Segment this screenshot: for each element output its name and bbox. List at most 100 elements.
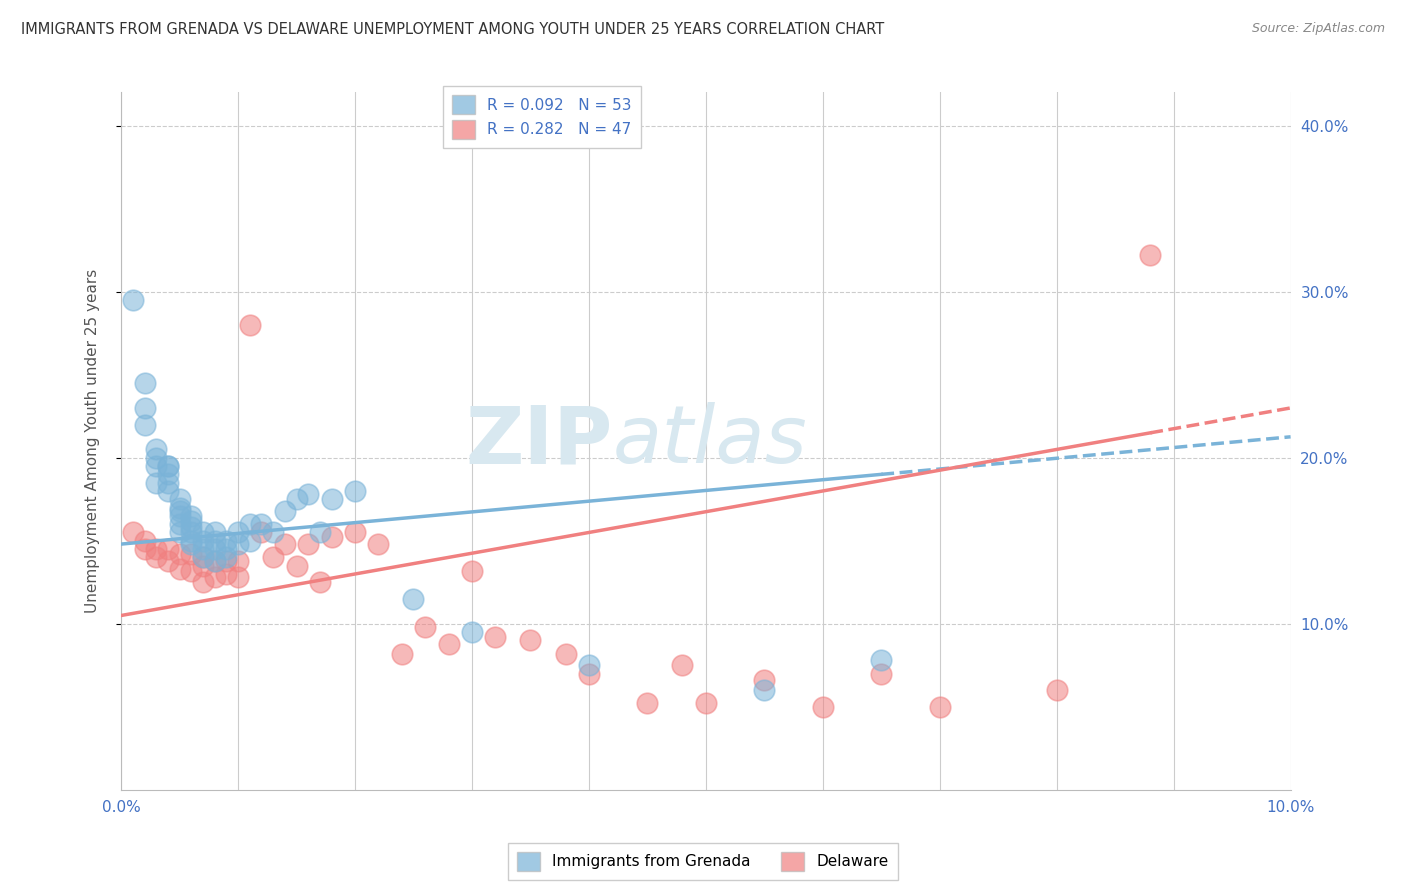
Point (204, 533, 226, 548)
Point (226, 554, 249, 568)
Legend: Immigrants from Grenada, Delaware: Immigrants from Grenada, Delaware (508, 843, 898, 880)
Point (321, 531, 343, 545)
Point (262, 550, 284, 565)
Point (134, 533, 156, 548)
Point (204, 525, 226, 540)
Point (191, 525, 214, 540)
Point (811, 699, 834, 714)
Point (191, 550, 214, 565)
Point (156, 475, 179, 490)
Point (215, 542, 238, 557)
Point (321, 492, 343, 507)
Point (578, 666, 600, 681)
Y-axis label: Unemployment Among Youth under 25 years: Unemployment Among Youth under 25 years (86, 269, 100, 614)
Point (204, 554, 226, 568)
Point (391, 647, 413, 661)
Point (156, 458, 179, 473)
Text: IMMIGRANTS FROM GRENADA VS DELAWARE UNEMPLOYMENT AMONG YOUTH UNDER 25 YEARS CORR: IMMIGRANTS FROM GRENADA VS DELAWARE UNEM… (21, 22, 884, 37)
Point (180, 520, 202, 534)
Point (204, 542, 226, 557)
Point (134, 542, 156, 557)
Point (636, 697, 658, 711)
Point (169, 517, 191, 532)
Text: ZIP: ZIP (465, 402, 612, 480)
Point (461, 625, 484, 640)
Point (180, 514, 202, 528)
Point (134, 417, 156, 432)
Point (169, 547, 191, 561)
Point (169, 492, 191, 507)
Point (169, 562, 191, 576)
Point (413, 620, 436, 634)
Point (145, 542, 167, 557)
Point (156, 554, 179, 568)
Point (156, 458, 179, 473)
Point (870, 666, 893, 681)
Point (578, 658, 600, 673)
Point (145, 550, 167, 565)
Point (344, 483, 367, 498)
Point (215, 533, 238, 548)
Point (274, 504, 297, 518)
Point (250, 517, 273, 532)
Point (156, 483, 179, 498)
Point (169, 508, 191, 523)
Point (180, 547, 202, 561)
Point (134, 376, 156, 390)
Point (121, 293, 143, 307)
Text: Source: ZipAtlas.com: Source: ZipAtlas.com (1251, 22, 1385, 36)
Point (156, 542, 179, 557)
Point (180, 537, 202, 551)
Point (191, 542, 214, 557)
Point (367, 537, 389, 551)
Point (297, 537, 319, 551)
Point (239, 318, 262, 332)
Point (226, 537, 249, 551)
Point (145, 475, 167, 490)
Point (309, 525, 332, 540)
Point (484, 630, 506, 644)
Point (239, 517, 262, 532)
Point (169, 504, 191, 518)
Point (180, 525, 202, 540)
Point (191, 533, 214, 548)
Point (145, 458, 167, 473)
Point (519, 633, 541, 648)
Point (402, 591, 425, 606)
Point (437, 637, 460, 651)
Point (156, 467, 179, 482)
Point (262, 525, 284, 540)
Point (145, 450, 167, 465)
Point (695, 697, 717, 711)
Point (239, 533, 262, 548)
Point (191, 558, 214, 573)
Point (870, 653, 893, 667)
Point (169, 500, 191, 515)
Point (285, 492, 308, 507)
Point (134, 401, 156, 415)
Text: atlas: atlas (612, 402, 807, 480)
Point (204, 570, 226, 584)
Point (180, 533, 202, 548)
Point (215, 566, 238, 581)
Point (671, 658, 693, 673)
Point (754, 673, 776, 688)
Point (145, 442, 167, 457)
Point (250, 525, 273, 540)
Point (1046, 683, 1069, 698)
Point (226, 570, 249, 584)
Point (215, 554, 238, 568)
Point (274, 537, 297, 551)
Point (169, 525, 191, 540)
Point (215, 550, 238, 565)
Point (754, 683, 776, 698)
Point (928, 699, 950, 714)
Point (226, 525, 249, 540)
Point (554, 647, 576, 661)
Point (204, 554, 226, 568)
Point (191, 575, 214, 590)
Legend: R = 0.092   N = 53, R = 0.282   N = 47: R = 0.092 N = 53, R = 0.282 N = 47 (443, 87, 641, 148)
Point (344, 525, 367, 540)
Point (461, 564, 484, 578)
Point (297, 487, 319, 501)
